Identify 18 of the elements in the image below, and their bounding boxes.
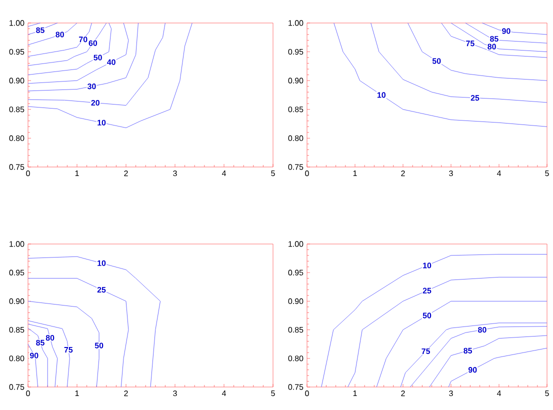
line-series (321, 254, 548, 388)
line-series (28, 256, 161, 388)
line-series (482, 22, 548, 35)
line-series (28, 22, 192, 128)
line-series (450, 22, 548, 52)
line-series (28, 344, 38, 388)
line-series (28, 324, 58, 388)
line-series (28, 22, 78, 46)
line-series (429, 335, 548, 388)
line-series (408, 22, 548, 81)
line-series (370, 22, 548, 103)
line-series (28, 22, 139, 92)
line-series (441, 22, 548, 58)
line-series (28, 22, 166, 106)
line-series (28, 22, 129, 84)
line-series (448, 348, 548, 388)
line-series (348, 276, 548, 388)
line-series (334, 22, 548, 127)
